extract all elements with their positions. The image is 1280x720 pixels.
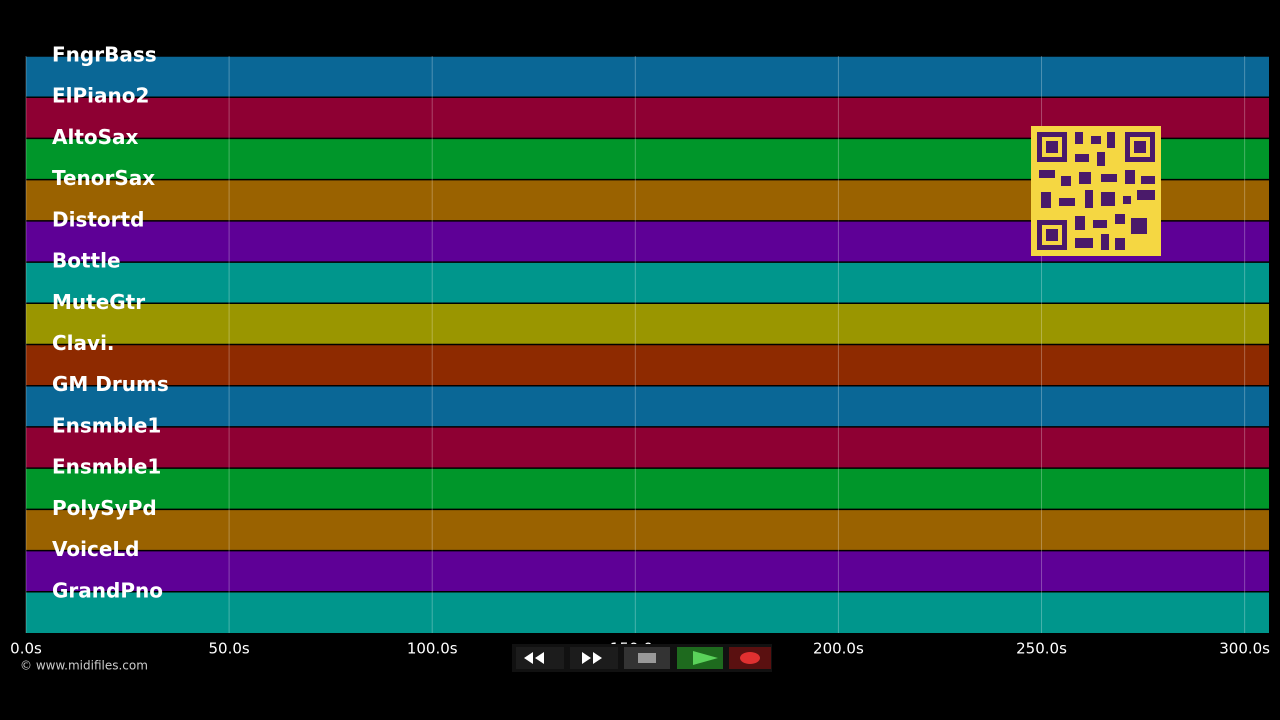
track-label: TenorSax	[52, 166, 155, 190]
track-band	[26, 344, 1269, 386]
track-band	[26, 591, 1269, 633]
track-label: Distortd	[52, 207, 144, 231]
tick-label: 300.0s	[1219, 640, 1270, 658]
track-label: Clavi.	[52, 331, 115, 355]
track-label: Bottle	[52, 249, 121, 273]
track-band	[26, 56, 1269, 98]
rewind-button[interactable]	[516, 647, 564, 669]
tick-label: 250.0s	[1016, 640, 1067, 658]
play-button[interactable]	[677, 647, 723, 669]
track-label: GM Drums	[52, 372, 169, 396]
track-band	[26, 550, 1269, 592]
tick-label: 0.0s	[10, 640, 42, 658]
track-band	[26, 385, 1269, 427]
track-band	[26, 509, 1269, 551]
qr-code	[1031, 126, 1161, 256]
track-label: FngrBass	[52, 43, 157, 67]
track-label: GrandPno	[52, 578, 163, 602]
track-label: MuteGtr	[52, 290, 145, 314]
track-band	[26, 468, 1269, 510]
tick-label: 100.0s	[407, 640, 458, 658]
track-label: Ensmble1	[52, 413, 161, 437]
fast-forward-button[interactable]	[570, 647, 618, 669]
track-label: Ensmble1	[52, 455, 161, 479]
track-labels: FngrBass ElPiano2 AltoSax TenorSax Distortd B…	[52, 43, 169, 603]
record-button[interactable]	[729, 647, 771, 669]
track-label: AltoSax	[52, 125, 139, 149]
tick-label: 200.0s	[813, 640, 864, 658]
track-band	[26, 262, 1269, 304]
track-label: PolySyPd	[52, 496, 157, 520]
stop-button[interactable]	[624, 647, 670, 669]
track-band	[26, 426, 1269, 469]
track-label: ElPiano2	[52, 84, 149, 108]
track-label: VoiceLd	[52, 537, 139, 561]
playback-controls	[512, 644, 772, 672]
credit: © www.midifiles.com	[20, 659, 148, 673]
track-band	[26, 303, 1269, 345]
tick-label: 50.0s	[208, 640, 249, 658]
